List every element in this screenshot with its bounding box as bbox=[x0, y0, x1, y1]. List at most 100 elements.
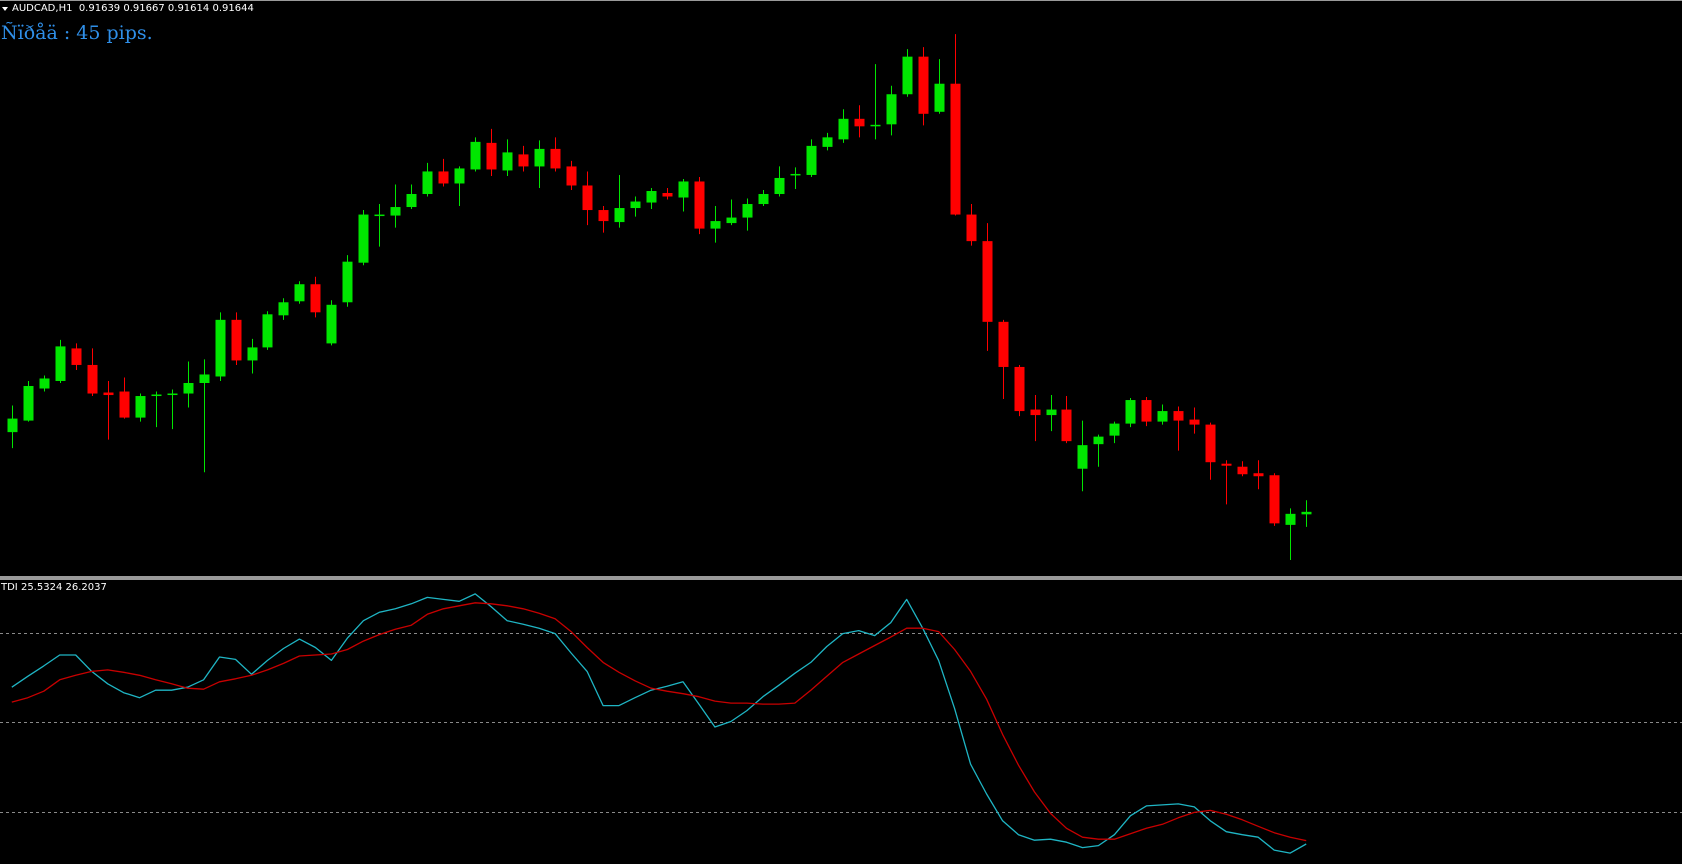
candle-body bbox=[358, 214, 369, 263]
candle-body bbox=[1014, 366, 1025, 412]
candle-body bbox=[39, 378, 50, 389]
candle-body bbox=[215, 319, 226, 377]
candle-body bbox=[646, 190, 657, 203]
candle-body bbox=[614, 208, 625, 223]
candle-body bbox=[199, 374, 210, 383]
candle-body bbox=[167, 393, 178, 396]
candle-body bbox=[486, 142, 497, 170]
indicator-line bbox=[11, 593, 1307, 854]
candle-body bbox=[1285, 513, 1296, 525]
candle-body bbox=[566, 166, 577, 186]
candle-body bbox=[342, 261, 353, 303]
candle-body bbox=[390, 207, 401, 216]
indicator-title: TDI bbox=[1, 582, 18, 593]
candle-body bbox=[103, 392, 114, 396]
candle-body bbox=[374, 214, 385, 217]
indicator-line bbox=[11, 602, 1307, 842]
chart-header: AUDCAD,H1 0.91639 0.91667 0.91614 0.9164… bbox=[12, 3, 254, 14]
candle-body bbox=[438, 171, 449, 184]
candle-body bbox=[902, 56, 913, 95]
header-close: 0.91644 bbox=[212, 3, 254, 14]
candle-body bbox=[278, 302, 289, 316]
candle-body bbox=[838, 118, 849, 140]
menu-arrow[interactable] bbox=[2, 7, 8, 11]
candle-body bbox=[694, 181, 705, 229]
candle-body bbox=[1141, 400, 1152, 422]
candle-body bbox=[231, 319, 242, 361]
candle-body bbox=[1237, 466, 1248, 475]
header-high: 0.91667 bbox=[123, 3, 165, 14]
candle-body bbox=[7, 418, 18, 433]
candle-body bbox=[1046, 409, 1057, 416]
candle-body bbox=[742, 204, 753, 218]
candle-body bbox=[1077, 445, 1088, 469]
candle-body bbox=[119, 391, 130, 418]
price-pane bbox=[7, 34, 1312, 560]
candle-body bbox=[998, 321, 1009, 367]
candle-body bbox=[135, 396, 146, 418]
candle-body bbox=[710, 221, 721, 229]
candle-body bbox=[1253, 473, 1264, 477]
candle-body bbox=[310, 284, 321, 313]
candle-body bbox=[247, 347, 258, 361]
candle-body bbox=[582, 185, 593, 211]
candle-body bbox=[934, 83, 945, 112]
candle-body bbox=[918, 56, 929, 114]
candle-body bbox=[502, 152, 513, 171]
header-open: 0.91639 bbox=[78, 3, 121, 14]
candle-body bbox=[1301, 511, 1312, 515]
candle-body bbox=[758, 194, 769, 205]
candle-body bbox=[518, 154, 529, 167]
candle-body bbox=[870, 124, 881, 127]
candle-body bbox=[1125, 400, 1136, 424]
candle-body bbox=[71, 348, 82, 365]
candle-body bbox=[534, 148, 545, 167]
candle-body bbox=[726, 217, 737, 224]
symbol: AUDCAD,H1 bbox=[12, 3, 73, 14]
indicator-pane bbox=[0, 593, 1682, 854]
candle-body bbox=[183, 382, 194, 394]
candle-body bbox=[326, 304, 337, 344]
indicator-value: 25.5324 bbox=[20, 582, 63, 593]
candle-body bbox=[454, 168, 465, 184]
candle-body bbox=[982, 241, 993, 322]
candle-body bbox=[630, 201, 641, 209]
candle-body bbox=[950, 83, 961, 215]
candle-body bbox=[678, 181, 689, 198]
pane-separator bbox=[0, 576, 1682, 580]
candle-body bbox=[1061, 409, 1072, 442]
candle-body bbox=[774, 177, 785, 195]
candle-body bbox=[1221, 463, 1232, 466]
candle-body bbox=[598, 210, 609, 222]
candle-body bbox=[806, 145, 817, 175]
candle-body bbox=[406, 194, 417, 208]
candle-body bbox=[294, 284, 305, 302]
candle-body bbox=[1109, 423, 1120, 436]
candle-body bbox=[1269, 475, 1280, 524]
candle-body bbox=[1157, 411, 1168, 422]
candle-body bbox=[854, 118, 865, 127]
candle-body bbox=[966, 214, 977, 242]
candle-body bbox=[1205, 424, 1216, 463]
candle-body bbox=[151, 394, 162, 397]
candle-body bbox=[262, 314, 273, 348]
candle-body bbox=[87, 364, 98, 394]
candle-body bbox=[1030, 409, 1041, 416]
candle-body bbox=[1173, 411, 1184, 421]
header-low: 0.91614 bbox=[167, 3, 210, 14]
indicator-value: 26.2037 bbox=[65, 582, 107, 593]
candle-body bbox=[1189, 419, 1200, 425]
candle-body bbox=[886, 94, 897, 125]
candle-body bbox=[822, 137, 833, 147]
candle-body bbox=[790, 173, 801, 176]
indicator-header: TDI 25.5324 26.2037 bbox=[1, 582, 107, 593]
spread-label: Ñïðåä : 45 pips. bbox=[1, 22, 153, 44]
candle-body bbox=[1093, 436, 1104, 445]
candle-body bbox=[662, 193, 673, 197]
candle-body bbox=[422, 171, 433, 195]
candle-body bbox=[55, 346, 66, 381]
candle-body bbox=[23, 386, 34, 421]
candle-body bbox=[550, 148, 561, 169]
